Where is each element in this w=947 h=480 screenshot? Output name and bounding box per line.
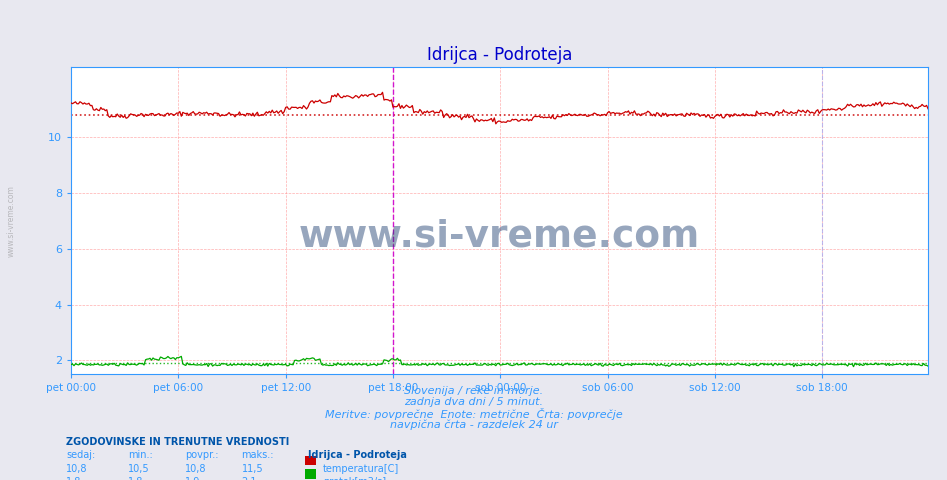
Text: Idrijca - Podroteja: Idrijca - Podroteja	[308, 450, 406, 460]
Text: temperatura[C]: temperatura[C]	[323, 464, 400, 474]
Text: 2,1: 2,1	[241, 477, 257, 480]
Text: www.si-vreme.com: www.si-vreme.com	[7, 185, 16, 257]
Text: min.:: min.:	[128, 450, 152, 460]
Text: www.si-vreme.com: www.si-vreme.com	[299, 218, 700, 254]
Text: 1,9: 1,9	[185, 477, 200, 480]
Text: 10,5: 10,5	[128, 464, 150, 474]
Title: Idrijca - Podroteja: Idrijca - Podroteja	[427, 46, 572, 64]
Text: zadnja dva dni / 5 minut.: zadnja dva dni / 5 minut.	[404, 397, 543, 408]
Text: 10,8: 10,8	[66, 464, 88, 474]
Text: 10,8: 10,8	[185, 464, 206, 474]
Text: maks.:: maks.:	[241, 450, 274, 460]
Text: 1,8: 1,8	[128, 477, 143, 480]
Text: ZGODOVINSKE IN TRENUTNE VREDNOSTI: ZGODOVINSKE IN TRENUTNE VREDNOSTI	[66, 437, 290, 447]
Text: Slovenija / reke in morje.: Slovenija / reke in morje.	[404, 386, 543, 396]
Text: 11,5: 11,5	[241, 464, 263, 474]
Text: sedaj:: sedaj:	[66, 450, 96, 460]
Text: navpična črta - razdelek 24 ur: navpična črta - razdelek 24 ur	[389, 420, 558, 430]
Text: Meritve: povprečne  Enote: metrične  Črta: povprečje: Meritve: povprečne Enote: metrične Črta:…	[325, 408, 622, 420]
Text: 1,8: 1,8	[66, 477, 81, 480]
Text: pretok[m3/s]: pretok[m3/s]	[323, 477, 386, 480]
Text: povpr.:: povpr.:	[185, 450, 218, 460]
